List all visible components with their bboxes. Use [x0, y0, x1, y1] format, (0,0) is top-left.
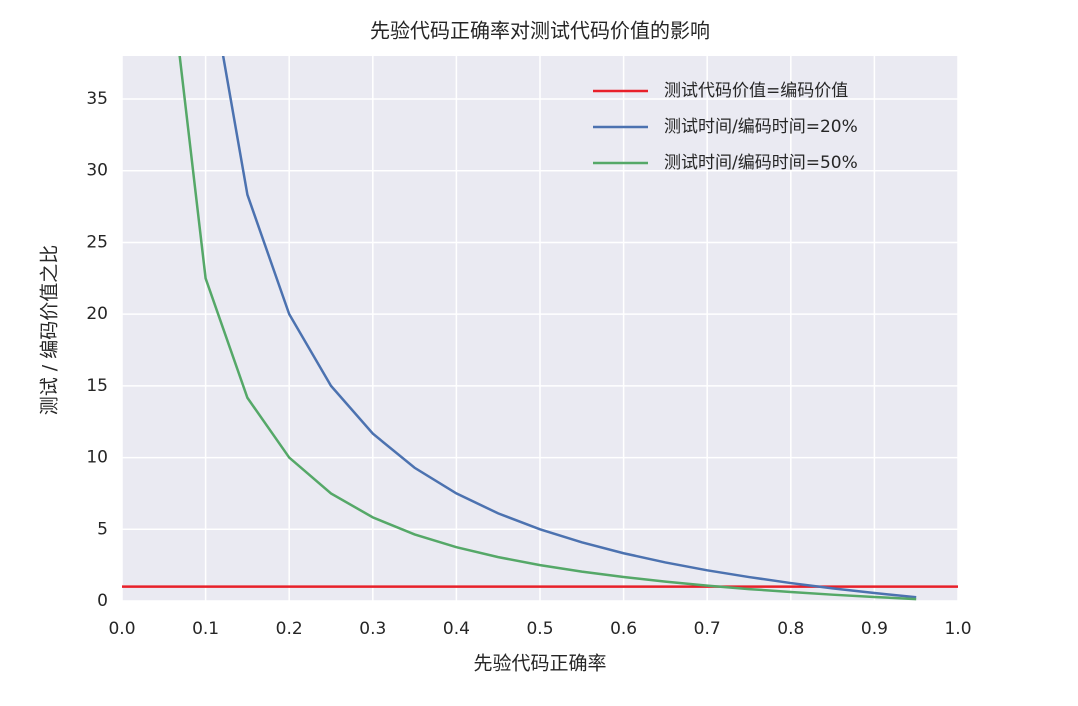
- y-tick-label: 5: [97, 519, 108, 539]
- y-tick-label: 30: [86, 161, 108, 181]
- x-tick-label: 0.6: [610, 619, 637, 639]
- lines: [122, 56, 958, 601]
- series-line: [221, 56, 917, 599]
- x-tick-label: 0.5: [526, 619, 553, 639]
- legend-label: 测试时间/编码时间=20%: [664, 117, 858, 137]
- x-tick-label: 0.1: [192, 619, 219, 639]
- y-tick-label: 0: [97, 591, 108, 611]
- chart-title: 先验代码正确率对测试代码价值的影响: [370, 19, 710, 43]
- y-tick-label: 15: [86, 376, 108, 396]
- grid: [121, 56, 959, 602]
- y-axis-label: 测试 / 编码价值之比: [39, 245, 61, 415]
- x-axis-label: 先验代码正确率: [473, 653, 606, 675]
- y-tick-label: 10: [86, 448, 108, 468]
- x-tick-label: 0.4: [443, 619, 470, 639]
- legend-label: 测试时间/编码时间=50%: [664, 153, 858, 173]
- y-tick-label: 20: [86, 304, 108, 324]
- legend-label: 测试代码价值=编码价值: [664, 81, 848, 101]
- x-tick-label: 0.8: [777, 619, 804, 639]
- x-tick-label: 0.7: [694, 619, 721, 639]
- series-line: [178, 56, 917, 601]
- x-tick-label: 0.0: [108, 619, 135, 639]
- x-tick-label: 0.2: [276, 619, 303, 639]
- y-tick-label: 35: [86, 89, 108, 109]
- y-tick-label: 25: [86, 232, 108, 252]
- labels: 0.0 0.1 0.2 0.3 0.4 0.5 0.6 0.7 0.8 0.9 1.0 0 5 10 15 2…: [86, 81, 971, 639]
- x-tick-label: 0.3: [359, 619, 386, 639]
- x-tick-label: 1.0: [944, 619, 971, 639]
- x-tick-label: 0.9: [861, 619, 888, 639]
